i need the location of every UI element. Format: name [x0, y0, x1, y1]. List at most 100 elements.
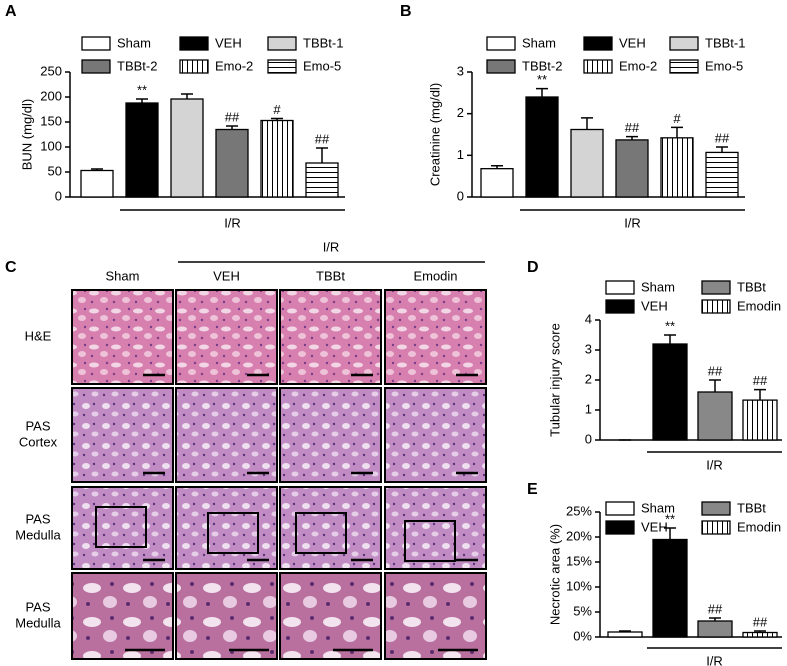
- y-tick-label: 200: [40, 88, 62, 103]
- legend-label: Sham: [117, 35, 151, 50]
- group-label: I/R: [706, 457, 723, 472]
- y-tick-label: 20%: [566, 528, 592, 543]
- legend-swatch: [486, 36, 516, 51]
- bar: [260, 119, 294, 198]
- micrograph: [384, 486, 487, 570]
- legend-swatch: [583, 59, 613, 74]
- y-tick-label: 0: [585, 431, 592, 446]
- error-bar: [536, 87, 548, 97]
- significance-label: #: [273, 102, 281, 117]
- legend-swatch: [669, 59, 699, 74]
- bar: [570, 128, 604, 198]
- legend-swatch: [669, 36, 699, 51]
- legend-label: TBBt-1: [705, 35, 745, 50]
- bar: [652, 343, 688, 441]
- legend-label: TBBt-2: [117, 58, 157, 73]
- legend-swatch: [701, 280, 731, 295]
- legend-label: VEH: [619, 35, 646, 50]
- legend-label: VEH: [641, 519, 668, 534]
- y-tick-label: 2: [457, 105, 464, 120]
- column-label: Sham: [106, 268, 140, 283]
- error-bar: [716, 146, 728, 153]
- panel-label: E: [527, 481, 538, 498]
- error-bar: [581, 117, 593, 130]
- column-label: TBBt: [316, 268, 345, 283]
- error-bar: [709, 617, 721, 621]
- error-bar: [671, 126, 683, 138]
- legend-label: Emo-2: [619, 58, 657, 73]
- error-bar: [664, 527, 676, 540]
- legend-label: Emodin: [737, 298, 781, 313]
- legend-label: Emodin: [737, 519, 781, 534]
- legend-label: TBBt-1: [303, 35, 343, 50]
- legend-swatch: [486, 59, 516, 74]
- legend-swatch: [605, 299, 635, 314]
- y-axis-label: BUN (mg/dl): [19, 99, 34, 171]
- bar: [305, 162, 339, 198]
- micrograph: [71, 486, 174, 570]
- significance-label: ##: [708, 601, 723, 616]
- significance-label: **: [537, 72, 547, 87]
- legend-swatch: [267, 36, 297, 51]
- legend-swatch: [81, 36, 111, 51]
- legend-swatch: [701, 520, 731, 535]
- error-bar: [754, 630, 766, 633]
- bar: [525, 96, 559, 198]
- bar: [615, 139, 649, 198]
- legend-label: Emo-5: [705, 58, 743, 73]
- significance-label: **: [665, 318, 675, 333]
- micrograph: [71, 387, 174, 483]
- legend-label: Emo-5: [303, 58, 341, 73]
- error-bar: [91, 168, 103, 171]
- micrograph: [279, 572, 382, 660]
- micrograph: [175, 572, 278, 660]
- error-bar: [136, 98, 148, 103]
- y-tick-label: 50: [48, 163, 62, 178]
- legend-label: TBBt: [737, 279, 766, 294]
- error-bar: [619, 630, 631, 632]
- y-tick-label: 15%: [566, 553, 592, 568]
- legend-swatch: [81, 59, 111, 74]
- panel-label: C: [5, 259, 17, 276]
- micrograph: [384, 387, 487, 483]
- legend-label: Sham: [641, 500, 675, 515]
- zoom-box: [295, 512, 347, 554]
- y-axis-label: Creatinine (mg/dl): [427, 83, 442, 186]
- legend-label: Sham: [522, 35, 556, 50]
- error-bar: [664, 334, 676, 344]
- bar: [697, 391, 733, 441]
- significance-label: **: [665, 511, 675, 526]
- y-tick-label: 0%: [573, 628, 592, 643]
- y-axis-label: Necrotic area (%): [547, 524, 562, 625]
- y-tick-label: 10%: [566, 578, 592, 593]
- bar: [742, 399, 778, 441]
- significance-label: **: [137, 82, 147, 97]
- y-tick-label: 1: [585, 401, 592, 416]
- error-bar: [754, 388, 766, 401]
- bar: [170, 98, 204, 198]
- significance-label: ##: [708, 363, 723, 378]
- significance-label: ##: [753, 373, 768, 388]
- significance-label: ##: [315, 131, 330, 146]
- micrograph: [279, 387, 382, 483]
- row-label: Medulla: [15, 527, 61, 542]
- y-tick-label: 1: [457, 147, 464, 162]
- column-label: Emodin: [413, 268, 457, 283]
- y-tick-label: 3: [585, 341, 592, 356]
- legend-label: TBBt: [737, 500, 766, 515]
- group-label: I/R: [323, 239, 340, 254]
- legend-swatch: [605, 501, 635, 516]
- zoom-box: [95, 506, 147, 548]
- micrograph: [175, 387, 278, 483]
- bar: [215, 128, 249, 198]
- error-bar: [626, 135, 638, 140]
- significance-label: #: [673, 111, 681, 126]
- panel-label: A: [5, 3, 17, 20]
- legend-label: Sham: [641, 279, 675, 294]
- micrograph: [71, 572, 174, 660]
- micrograph: [71, 289, 174, 385]
- error-bar: [491, 165, 503, 169]
- bar: [697, 620, 733, 638]
- bar: [607, 631, 643, 638]
